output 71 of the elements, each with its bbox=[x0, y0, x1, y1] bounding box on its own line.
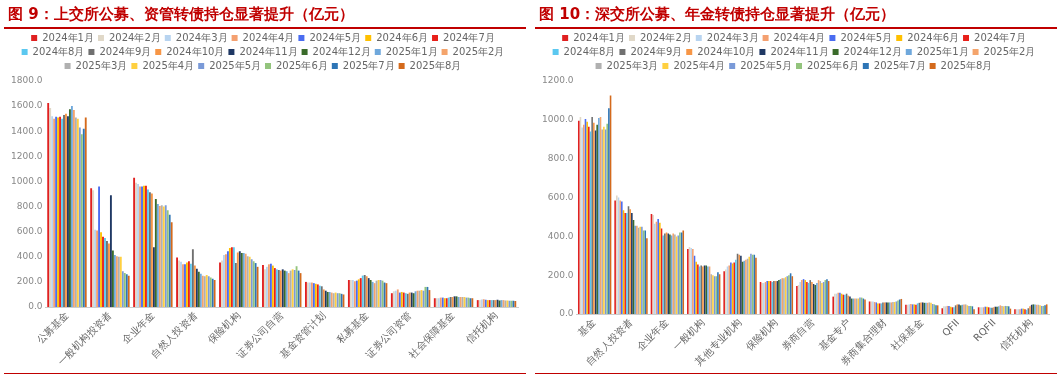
legend-label: 2024年3月 bbox=[706, 31, 759, 43]
y-tick-label: 400.0 bbox=[16, 251, 43, 262]
legend-label: 2024年7月 bbox=[974, 31, 1026, 43]
legend-label: 2024年10月 bbox=[697, 45, 756, 57]
y-tick-label: 1800.0 bbox=[10, 75, 43, 86]
legend-label: 2024年5月 bbox=[309, 31, 362, 43]
legend-label: 2025年6月 bbox=[807, 59, 859, 71]
x-tick-label: 企业年金 bbox=[120, 309, 157, 346]
y-tick-label: 1000.0 bbox=[541, 114, 574, 125]
legend-label: 2025年4月 bbox=[673, 59, 726, 71]
x-tick-label: 基金 bbox=[575, 316, 598, 339]
legend-label: 2024年5月 bbox=[840, 31, 893, 43]
legend-label: 2025年5月 bbox=[740, 59, 792, 71]
y-tick-label: 1400.0 bbox=[10, 125, 43, 136]
legend-label: 2024年4月 bbox=[242, 31, 295, 43]
x-tick-label: 信托机构 bbox=[998, 316, 1035, 353]
legend-label: 2024年3月 bbox=[175, 31, 228, 43]
y-tick-label: 800.0 bbox=[547, 153, 574, 164]
x-tick-label: 券商自营 bbox=[779, 316, 816, 353]
y-tick-label: 1600.0 bbox=[10, 100, 43, 111]
legend-label: 2025年3月 bbox=[75, 59, 128, 71]
legend-label: 2024年1月 bbox=[42, 31, 94, 43]
legend-label: 2024年9月 bbox=[99, 45, 152, 57]
legend-label: 2025年6月 bbox=[276, 59, 328, 71]
chart-title: 图 9：上交所公募、资管转债持仓显著提升（亿元） bbox=[4, 2, 526, 29]
y-tick-label: 400.0 bbox=[547, 230, 574, 241]
legend-label: 2025年8月 bbox=[409, 59, 462, 71]
x-tick-label: 保险机构 bbox=[205, 309, 243, 346]
legend-label: 2025年8月 bbox=[940, 59, 993, 71]
y-tick-label: 600.0 bbox=[547, 191, 574, 202]
x-tick-label: 信托机构 bbox=[463, 309, 500, 346]
x-tick-label: 企业年金 bbox=[634, 316, 671, 353]
legend-label: 2024年8月 bbox=[32, 45, 85, 57]
legend-label: 2024年2月 bbox=[108, 31, 161, 43]
legend-label: 2025年1月 bbox=[916, 45, 969, 57]
y-tick-label: 600.0 bbox=[16, 226, 43, 237]
legend-label: 2024年11月 bbox=[770, 45, 829, 57]
legend-label: 2024年4月 bbox=[773, 31, 826, 43]
legend-label: 2024年7月 bbox=[443, 31, 495, 43]
legend-label: 2025年5月 bbox=[209, 59, 261, 71]
x-tick-label: QFII bbox=[939, 316, 962, 339]
legend-label: 2024年6月 bbox=[376, 31, 429, 43]
legend-label: 2025年7月 bbox=[342, 59, 395, 71]
legend-label: 2025年2月 bbox=[452, 45, 505, 57]
legend-label: 2025年4月 bbox=[142, 59, 195, 71]
y-tick-label: 1000.0 bbox=[10, 175, 43, 186]
y-tick-label: 800.0 bbox=[16, 200, 43, 211]
legend-label: 2024年1月 bbox=[573, 31, 625, 43]
y-tick-label: 200.0 bbox=[16, 276, 43, 287]
x-tick-label: 私募基金 bbox=[334, 309, 371, 346]
legend-label: 2024年10月 bbox=[166, 45, 225, 57]
y-tick-label: 0.0 bbox=[559, 308, 574, 319]
y-tick-label: 1200.0 bbox=[541, 75, 574, 86]
legend-label: 2025年3月 bbox=[606, 59, 659, 71]
y-tick-label: 200.0 bbox=[547, 269, 574, 280]
chart-title: 图 10：深交所公募、年金转债持仓显著提升（亿元） bbox=[535, 2, 1057, 29]
legend-label: 2024年12月 bbox=[843, 45, 902, 57]
x-tick-label: 保险机构 bbox=[743, 316, 780, 353]
legend-label: 2024年9月 bbox=[630, 45, 683, 57]
y-tick-label: 0.0 bbox=[28, 301, 43, 312]
legend-label: 2025年2月 bbox=[983, 45, 1036, 57]
legend-label: 2024年6月 bbox=[907, 31, 960, 43]
legend-label: 2025年1月 bbox=[385, 45, 438, 57]
legend-label: 2024年11月 bbox=[239, 45, 298, 57]
legend-label: 2024年12月 bbox=[312, 45, 371, 57]
legend-label: 2025年7月 bbox=[873, 59, 926, 71]
x-tick-label: 公募基金 bbox=[34, 309, 71, 346]
legend-label: 2024年2月 bbox=[639, 31, 692, 43]
legend-label: 2024年8月 bbox=[563, 45, 616, 57]
y-tick-label: 1200.0 bbox=[10, 150, 43, 161]
x-tick-label: 社保基金 bbox=[888, 316, 926, 353]
